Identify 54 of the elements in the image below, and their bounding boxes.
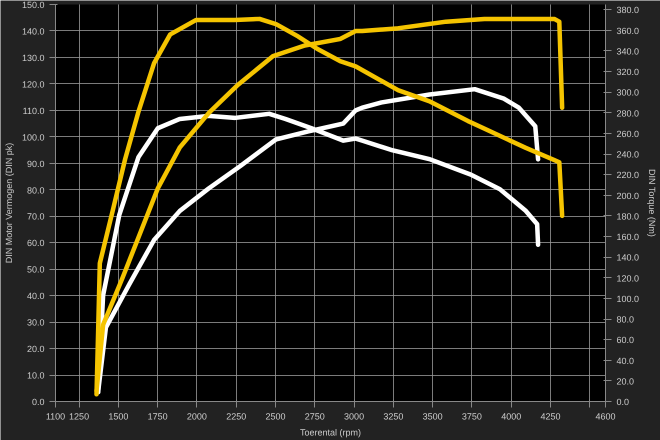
- y2-tick-label: 260.0: [616, 128, 640, 139]
- y2-tick-label: 20.0: [616, 376, 634, 386]
- x-tick-label: 2000: [186, 412, 207, 422]
- x-tick-label: 2250: [226, 412, 246, 422]
- y2-tick-label: 280.0: [616, 108, 640, 118]
- y-tick-label: 130.0: [22, 52, 45, 63]
- x-tick-label: 3750: [462, 412, 482, 422]
- y-tick-label: 40.0: [26, 291, 45, 302]
- y2-tick-label: 40.0: [616, 356, 634, 366]
- y-tick-label: 90.0: [26, 158, 45, 169]
- y-tick-label: 50.0: [26, 264, 45, 275]
- y-tick-label: 60.0: [26, 238, 45, 248]
- y-tick-label: 10.0: [26, 370, 45, 381]
- y2-tick-label: 360.0: [616, 26, 640, 36]
- x-tick-label: 4600: [595, 412, 616, 422]
- y2-tick-label: 0.0: [616, 397, 630, 407]
- x-tick-label: 3000: [344, 412, 364, 422]
- y2-tick-label: 80.0: [616, 314, 634, 325]
- y2-tick-label: 340.0: [616, 46, 640, 56]
- y-tick-label: 20.0: [26, 344, 45, 354]
- x-tick-label: 2750: [304, 412, 325, 422]
- y-tick-label: 140.0: [22, 26, 45, 36]
- x-tick-label: 1250: [69, 412, 90, 422]
- y-tick-label: 100.0: [22, 132, 45, 142]
- y2-tick-label: 100.0: [616, 294, 640, 304]
- x-tick-label: 3250: [383, 412, 404, 422]
- y-tick-label: 0.0: [32, 397, 45, 407]
- y2-tick-label: 240.0: [616, 150, 640, 160]
- x-tick-label: 4000: [501, 412, 522, 422]
- y-axis-title: DIN Motor Vermogen (DIN pk): [4, 142, 14, 264]
- x-tick-label: 1500: [108, 412, 128, 422]
- y2-axis-title: DIN Torque (Nm): [647, 168, 658, 237]
- y-tick-label: 110.0: [22, 106, 45, 116]
- y2-tick-label: 160.0: [616, 232, 640, 242]
- y2-tick-label: 200.0: [616, 190, 640, 201]
- y2-tick-label: 320.0: [616, 67, 640, 78]
- y2-tick-label: 180.0: [616, 211, 640, 222]
- y2-tick-label: 140.0: [616, 252, 640, 263]
- y2-tick-label: 380.0: [616, 5, 640, 16]
- y2-tick-label: 300.0: [616, 88, 640, 98]
- x-tick-label: 3500: [422, 412, 443, 422]
- y-tick-label: 120.0: [22, 79, 45, 90]
- x-tick-label: 1750: [148, 412, 168, 422]
- x-tick-label: 2500: [265, 412, 286, 422]
- y-tick-label: 80.0: [26, 185, 45, 196]
- y2-tick-label: 60.0: [616, 335, 634, 346]
- y-tick-label: 70.0: [26, 212, 45, 222]
- y-tick-label: 30.0: [26, 318, 45, 328]
- x-axis-title: Toerental (rpm): [300, 428, 362, 438]
- y-tick-label: 150.0: [22, 0, 45, 10]
- y2-tick-label: 220.0: [616, 170, 640, 180]
- x-tick-label: 1100: [46, 412, 66, 422]
- x-tick-label: 4250: [540, 412, 561, 422]
- y2-tick-label: 120.0: [616, 273, 640, 284]
